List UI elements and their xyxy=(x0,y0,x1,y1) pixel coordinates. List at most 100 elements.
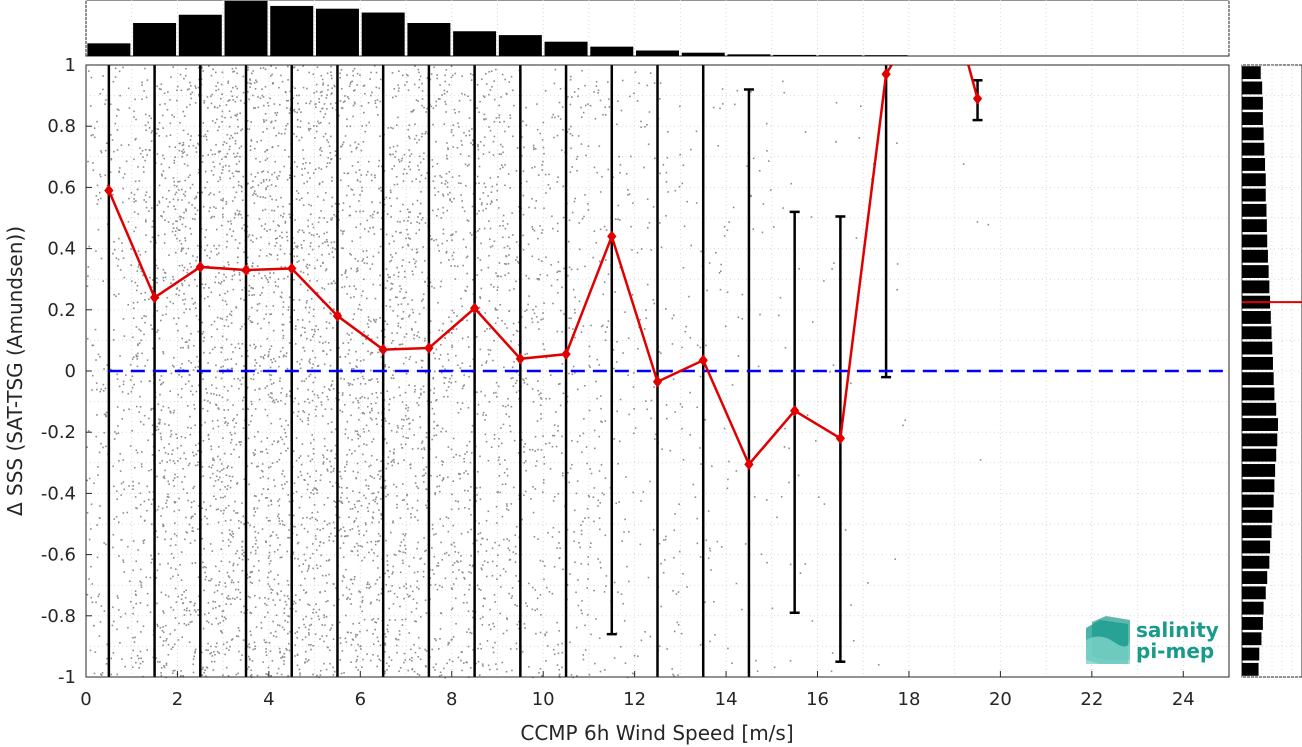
scatter-point xyxy=(185,624,188,627)
scatter-point xyxy=(330,93,333,95)
scatter-point xyxy=(368,587,370,589)
scatter-point xyxy=(479,348,482,351)
scatter-point xyxy=(466,255,469,258)
scatter-point xyxy=(197,614,199,617)
scatter-point xyxy=(151,225,154,228)
scatter-point xyxy=(316,528,319,530)
scatter-point xyxy=(424,132,426,135)
scatter-point xyxy=(265,187,267,189)
scatter-point xyxy=(112,652,115,654)
scatter-point xyxy=(298,626,300,629)
scatter-point xyxy=(367,510,370,512)
scatter-point xyxy=(300,136,303,139)
scatter-point xyxy=(367,102,370,104)
scatter-point xyxy=(130,379,132,381)
scatter-point xyxy=(215,387,218,390)
scatter-point xyxy=(164,530,167,533)
scatter-point xyxy=(510,405,513,408)
scatter-point xyxy=(511,587,514,589)
scatter-point xyxy=(315,125,318,127)
scatter-point xyxy=(225,647,228,650)
scatter-point xyxy=(451,344,453,347)
scatter-point xyxy=(258,569,260,572)
scatter-point xyxy=(120,482,123,485)
scatter-point xyxy=(210,335,213,338)
scatter-point xyxy=(252,94,254,97)
scatter-point xyxy=(117,293,120,295)
scatter-point xyxy=(91,601,94,604)
scatter-point xyxy=(97,198,100,201)
scatter-point xyxy=(163,475,165,478)
scatter-point xyxy=(319,146,322,149)
scatter-point xyxy=(190,332,192,335)
scatter-point xyxy=(221,110,224,113)
scatter-point xyxy=(343,403,346,406)
scatter-point xyxy=(106,657,108,660)
scatter-point xyxy=(375,318,378,321)
scatter-point xyxy=(140,586,143,589)
scatter-point xyxy=(164,469,166,472)
scatter-point xyxy=(303,350,306,352)
scatter-point xyxy=(254,549,257,552)
right-histogram-bar xyxy=(1242,234,1268,248)
scatter-point xyxy=(269,378,272,381)
scatter-point xyxy=(236,209,239,212)
scatter-point xyxy=(285,449,287,452)
scatter-point xyxy=(384,672,386,675)
top-histogram-bar xyxy=(773,54,817,56)
scatter-point xyxy=(417,404,420,407)
scatter-point xyxy=(223,509,225,512)
scatter-point xyxy=(524,353,527,356)
scatter-point xyxy=(329,460,331,463)
scatter-point xyxy=(182,217,185,219)
scatter-point xyxy=(247,265,249,268)
scatter-point xyxy=(464,163,467,166)
scatter-point xyxy=(117,265,119,267)
scatter-point xyxy=(167,91,169,93)
scatter-point xyxy=(277,574,279,576)
scatter-point xyxy=(372,499,375,502)
scatter-point xyxy=(180,579,183,582)
scatter-point xyxy=(353,295,355,298)
scatter-point xyxy=(210,217,213,219)
scatter-point xyxy=(311,543,314,545)
scatter-point xyxy=(100,257,103,260)
scatter-point xyxy=(281,656,284,659)
scatter-point xyxy=(214,565,217,568)
scatter-point xyxy=(480,567,483,570)
scatter-point xyxy=(254,606,257,608)
scatter-point xyxy=(227,465,229,467)
scatter-point xyxy=(463,578,466,580)
scatter-point xyxy=(416,402,418,404)
scatter-point xyxy=(478,306,481,309)
scatter-point xyxy=(118,237,120,240)
scatter-point xyxy=(308,413,310,416)
scatter-point xyxy=(264,274,266,277)
scatter-point xyxy=(229,598,231,600)
scatter-point xyxy=(101,672,104,674)
scatter-point xyxy=(308,624,311,627)
scatter-point xyxy=(275,614,278,617)
scatter-point xyxy=(391,332,393,334)
scatter-point xyxy=(255,81,258,83)
top-histogram-bars xyxy=(87,1,908,57)
scatter-point xyxy=(150,407,153,410)
scatter-point xyxy=(366,653,368,655)
scatter-point xyxy=(494,307,497,310)
scatter-point xyxy=(319,674,322,676)
scatter-point xyxy=(194,207,196,209)
scatter-point xyxy=(198,93,200,96)
scatter-point xyxy=(231,579,233,582)
scatter-point xyxy=(262,475,265,478)
scatter-point xyxy=(177,229,180,231)
scatter-point xyxy=(358,533,360,536)
scatter-point xyxy=(234,212,237,215)
scatter-point xyxy=(401,618,404,621)
scatter-point xyxy=(181,150,183,153)
scatter-point xyxy=(182,247,185,250)
scatter-point xyxy=(403,419,405,421)
scatter-point xyxy=(466,661,468,664)
scatter-point xyxy=(386,554,389,557)
scatter-point xyxy=(501,145,504,148)
scatter-point xyxy=(326,395,329,398)
